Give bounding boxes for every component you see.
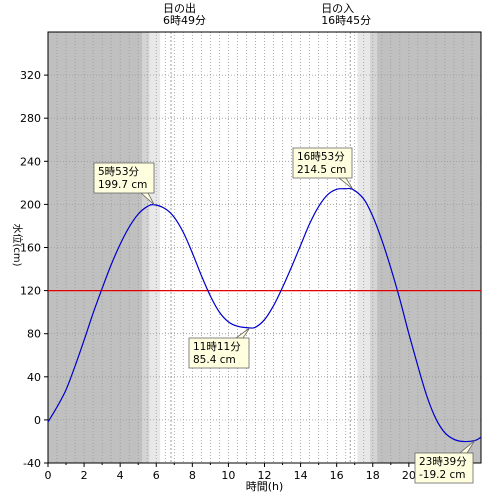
callout-time: 16時53分 — [297, 151, 345, 163]
y-tick-label: 120 — [20, 285, 41, 298]
extremum-callout: 23時39分-19.2 cm — [414, 440, 476, 484]
x-tick-label: 6 — [153, 469, 160, 482]
callout-time: 5時53分 — [98, 166, 140, 178]
sunrise-label: 日の出 — [163, 1, 196, 15]
x-tick-label: 16 — [330, 469, 344, 482]
callout-box — [414, 452, 474, 484]
sunrise-time: 6時49分 — [163, 14, 206, 27]
callout-time: 23時39分 — [419, 456, 467, 468]
y-tick-label: 200 — [20, 198, 41, 211]
x-tick-label: 18 — [366, 469, 380, 482]
y-tick-label: 160 — [20, 242, 41, 255]
x-tick-label: 2 — [81, 469, 88, 482]
callout-value: 199.7 cm — [98, 179, 147, 191]
callout-value: -19.2 cm — [419, 469, 466, 481]
y-tick-label: 240 — [20, 155, 41, 168]
x-tick-label: 14 — [294, 469, 308, 482]
callout-box — [93, 162, 155, 194]
x-tick-label: 8 — [189, 469, 196, 482]
x-tick-label: 4 — [117, 469, 124, 482]
y-tick-label: 40 — [27, 371, 41, 384]
x-tick-label: 20 — [402, 469, 416, 482]
callout-time: 11時11分 — [193, 341, 241, 353]
y-tick-label: -40 — [23, 457, 41, 470]
tide-series-line — [47, 187, 482, 443]
sunset-time: 16時45分 — [321, 14, 371, 27]
y-tick-label: 0 — [34, 414, 41, 427]
y-tick-label: 280 — [20, 112, 41, 125]
callout-box — [292, 147, 353, 179]
callout-value: 214.5 cm — [297, 164, 346, 176]
sunset-label: 日の入 — [321, 2, 354, 15]
y-tick-label: 80 — [27, 328, 41, 341]
callout-value: 85.4 cm — [193, 354, 236, 366]
x-tick-label: 10 — [221, 469, 235, 482]
y-tick-label: 320 — [20, 69, 41, 82]
x-tick-label: 0 — [45, 469, 52, 482]
x-tick-label: 12 — [258, 469, 272, 482]
y-axis-label: 水位(cm) — [11, 223, 24, 266]
x-axis-label: 時間(h) — [246, 480, 284, 493]
callout-box — [188, 337, 250, 369]
